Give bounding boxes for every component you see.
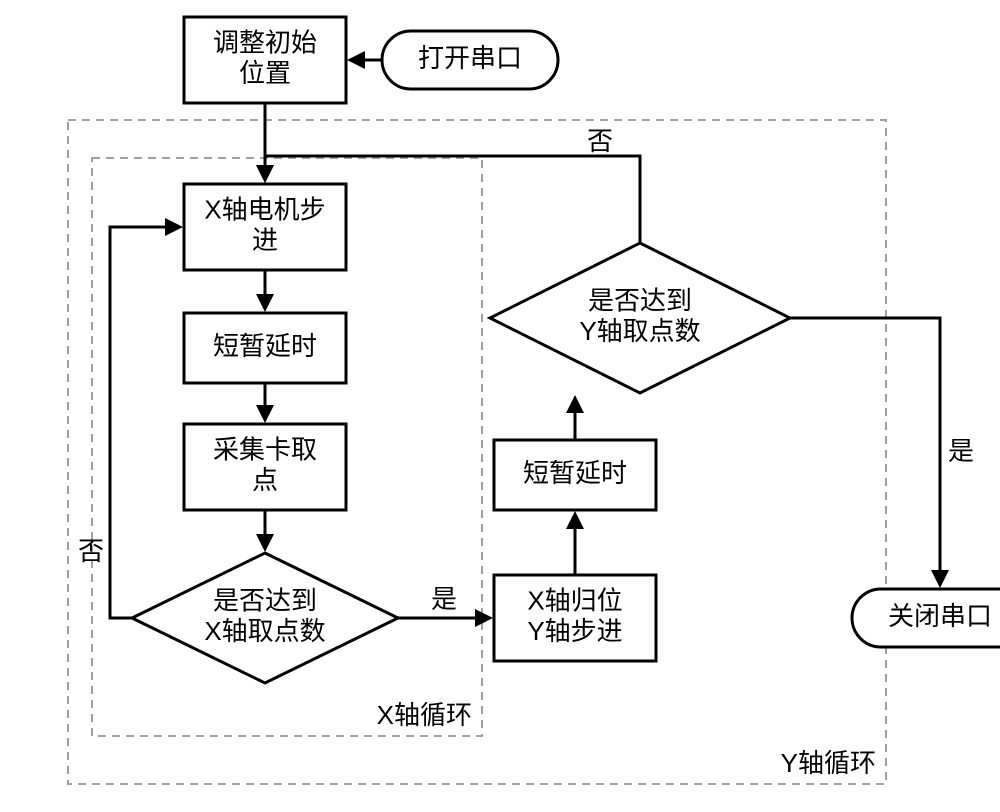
edge-xq-no-loop-label: 否 <box>78 536 104 566</box>
node-x_home_y_step-text-line-0: X轴归位 <box>527 585 622 615</box>
node-adjust_init-text-line-0: 调整初始 <box>213 27 317 57</box>
node-x_step-text-line-0: X轴电机步 <box>204 194 325 224</box>
flowchart-canvas: Y轴循环X轴循环打开串口调整初始位置X轴电机步进短暂延时采集卡取点是否达到X轴取… <box>0 0 1000 812</box>
node-daq_take-text-line-0: 采集卡取 <box>213 434 317 464</box>
node-y_count_q-text-line-1: Y轴取点数 <box>579 316 700 346</box>
edge-xq-yes-to-xhome-label: 是 <box>431 584 457 614</box>
node-daq_take-text-line-1: 点 <box>252 465 278 495</box>
edge-yq-no-loop-label: 否 <box>587 126 613 156</box>
node-x_home_y_step-text-line-1: Y轴步进 <box>527 616 622 646</box>
node-x_step-text-line-1: 进 <box>252 225 278 255</box>
node-y_count_q-text-line-0: 是否达到 <box>588 285 692 315</box>
edge-xq-no-loop <box>110 227 180 618</box>
node-close_serial-text-line-0: 关闭串口 <box>888 601 992 631</box>
node-adjust_init-text-line-1: 位置 <box>239 58 291 88</box>
node-short_delay_2-text-line-0: 短暂延时 <box>523 458 627 488</box>
edge-yq-yes-to-close-label: 是 <box>948 436 974 466</box>
node-x_count_q-text-line-1: X轴取点数 <box>204 616 325 646</box>
node-open_serial-text-line-0: 打开串口 <box>418 43 522 73</box>
node-short_delay_1-text-line-0: 短暂延时 <box>213 331 317 361</box>
edge-yq-yes-to-close <box>790 318 940 585</box>
inner-loop-label: X轴循环 <box>377 700 472 730</box>
node-x_count_q-text-line-0: 是否达到 <box>213 585 317 615</box>
outer-loop-label: Y轴循环 <box>781 748 876 778</box>
